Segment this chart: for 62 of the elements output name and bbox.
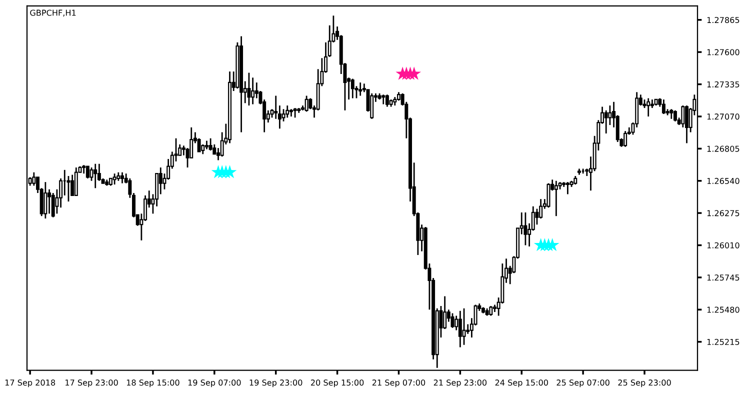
candlestick <box>112 172 116 186</box>
candlestick <box>293 107 297 118</box>
candlestick <box>251 76 255 106</box>
candlestick <box>86 166 90 180</box>
y-tick-label: 1.27335 <box>707 81 740 88</box>
y-tick-label: 1.26275 <box>707 210 740 216</box>
candlestick <box>489 305 493 316</box>
candlestick <box>94 163 98 189</box>
candlestick <box>462 308 466 346</box>
candlestick <box>286 104 290 118</box>
chart-title: GBPCHF,H1 <box>30 10 76 17</box>
y-tick-label: 1.26540 <box>707 178 740 184</box>
x-tick-label: 19 Sep 23:00 <box>250 380 302 388</box>
candlestick <box>32 172 36 186</box>
candlestick <box>350 78 354 99</box>
y-tick-label: 1.27070 <box>707 114 740 120</box>
candlestick <box>566 181 570 195</box>
candlestick <box>524 212 528 246</box>
candlestick <box>247 72 251 106</box>
candlestick <box>304 95 308 112</box>
candlestick <box>370 92 374 120</box>
candlestick <box>670 108 674 120</box>
candlestick <box>673 110 677 122</box>
candlestick <box>554 180 558 217</box>
candlestick <box>450 312 454 329</box>
candlestick <box>681 104 685 128</box>
x-tick-label: 21 Sep 07:00 <box>372 380 426 388</box>
candlestick <box>358 82 362 97</box>
candlestick <box>385 94 389 108</box>
x-tick-label: 19 Sep 07:00 <box>188 380 241 388</box>
y-tick-label: 1.27865 <box>707 16 740 24</box>
candlestick <box>458 310 462 348</box>
x-tick-label: 24 Sep 15:00 <box>495 380 548 388</box>
candlestick <box>608 104 612 126</box>
candlestick <box>604 110 608 134</box>
y-tick-label: 1.26805 <box>707 146 740 152</box>
candlestick <box>646 98 650 118</box>
y-tick-label: 1.27600 <box>707 49 740 56</box>
candlestick <box>685 104 688 144</box>
candlestick <box>44 181 48 220</box>
x-tick-label: 17 Sep 2018 <box>5 380 56 388</box>
candlestick <box>662 98 666 115</box>
candlestick <box>443 296 447 330</box>
candlestick <box>208 138 212 152</box>
x-tick-label: 25 Sep 23:00 <box>618 380 671 388</box>
x-tick-label: 20 Sep 15:00 <box>310 380 364 388</box>
candlestick <box>74 166 78 196</box>
y-tick-label: 1.25745 <box>707 274 740 281</box>
candlestick <box>51 192 55 218</box>
candlestick <box>382 94 386 106</box>
x-tick-label: 25 Sep 07:00 <box>556 380 610 388</box>
x-tick-label: 18 Sep 15:00 <box>126 380 180 388</box>
candlestick <box>282 108 286 122</box>
x-tick-label: 21 Sep 23:00 <box>434 380 487 388</box>
y-tick-label: 1.26010 <box>707 242 740 248</box>
candlestick <box>624 130 628 148</box>
y-tick-label: 1.25215 <box>707 338 740 345</box>
point <box>407 66 422 80</box>
x-tick-label: 17 Sep 23:00 <box>66 380 118 388</box>
candlestick <box>120 172 124 184</box>
candlestick <box>48 188 52 214</box>
y-tick-label: 1.25480 <box>707 306 740 313</box>
